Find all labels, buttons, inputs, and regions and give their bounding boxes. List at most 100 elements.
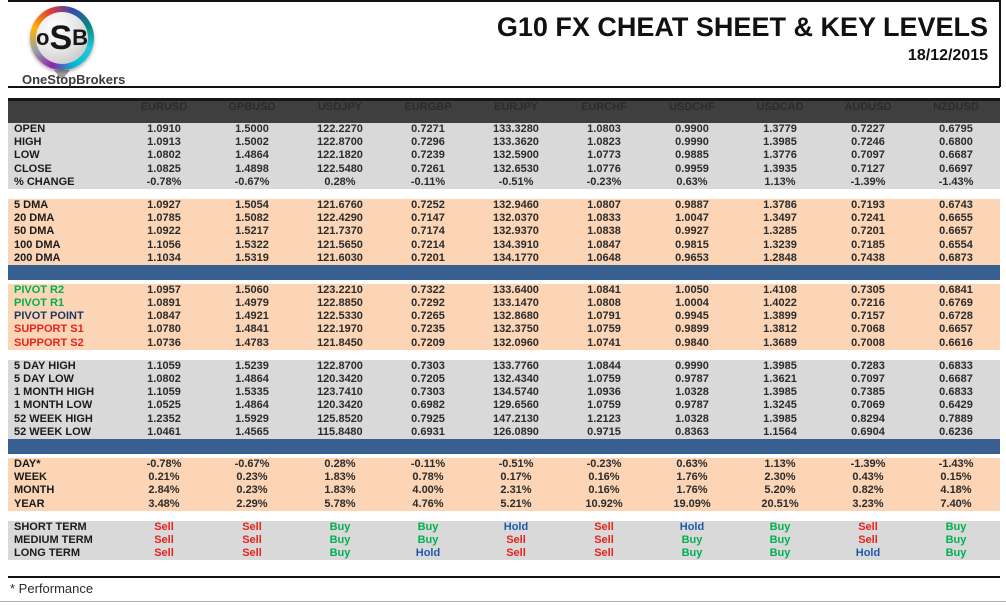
cell: 132.9370	[493, 225, 539, 238]
cell: 0.82%	[852, 484, 884, 497]
row-label: 1 MONTH LOW	[14, 399, 93, 412]
table-row-52-week-high: 52 WEEK HIGH 1.2352 1.5929 125.8520 0.7925 14…	[8, 412, 1000, 426]
cell: 122.5480	[317, 162, 363, 175]
cell: 121.6760	[317, 198, 363, 211]
cell: Buy	[329, 520, 351, 533]
cell: 1.5217	[235, 225, 269, 238]
cell: 0.7296	[411, 136, 445, 149]
cell: 1.1059	[147, 359, 181, 372]
cell: 0.9990	[675, 359, 709, 372]
table-row-1-month-low: 1 MONTH LOW 1.0525 1.4864 120.3420 0.6982 129…	[8, 399, 1000, 413]
cell: 0.6554	[939, 238, 973, 251]
cell: 133.7760	[493, 359, 539, 372]
cell: 1.0802	[147, 373, 181, 385]
cell: 1.4864	[235, 399, 269, 412]
cell: 1.3899	[763, 310, 797, 323]
cell: 1.2352	[147, 412, 181, 425]
cell: 132.9460	[493, 198, 539, 211]
row-label: 5 DAY HIGH	[14, 359, 76, 372]
cell: 1.0004	[675, 297, 709, 310]
cell: 1.0927	[147, 198, 181, 211]
table-row-low: LOW 1.0802 1.4864 122.1820 0.7239 132.5900 1.0…	[8, 149, 1000, 163]
cell: 1.0841	[587, 283, 621, 296]
cell: 2.30%	[764, 471, 796, 484]
cell: 4.76%	[412, 497, 444, 510]
table-row-year: YEAR 3.48% 2.29% 5.78% 4.76% 5.21% 10.92% 19.09…	[8, 497, 1000, 511]
cell: Buy	[417, 533, 439, 546]
cell: 0.7292	[411, 297, 445, 310]
cell: -0.11%	[410, 457, 446, 470]
cell: 1.0913	[147, 136, 181, 149]
cell: 1.4022	[763, 297, 797, 310]
cell: Buy	[945, 547, 967, 560]
cell: 1.5054	[235, 198, 269, 211]
row-label: HIGH	[14, 136, 42, 149]
cell: 0.7201	[411, 251, 445, 264]
cell: 0.7193	[851, 198, 885, 211]
cell: 1.3812	[763, 323, 797, 336]
cell: Buy	[681, 547, 703, 560]
cell: 0.63%	[676, 457, 708, 470]
cell: 147.2130	[493, 412, 539, 425]
cell: 1.3786	[763, 198, 797, 211]
cell: 0.7174	[411, 225, 445, 238]
row-label: % CHANGE	[14, 175, 75, 188]
section-divider	[8, 438, 1000, 454]
cell: 0.7925	[411, 412, 445, 425]
right-border	[999, 0, 1001, 87]
table-row-month: MONTH 2.84% 0.23% 1.83% 4.00% 2.31% 0.16% 1.76%…	[8, 484, 1000, 498]
cell: 0.6655	[939, 212, 973, 225]
table-row-pivot-point: PIVOT POINT 1.0847 1.4921 122.5330 0.7265 132…	[8, 310, 1000, 324]
cell: 0.7185	[851, 238, 885, 251]
row-label: 5 DMA	[14, 198, 49, 211]
cell: 1.5239	[235, 359, 269, 372]
cell: 0.28%	[324, 175, 356, 188]
brand-name: OneStopBrokers	[22, 72, 126, 87]
cell: 0.6697	[939, 162, 973, 175]
cell: 0.16%	[588, 484, 620, 497]
section-gap	[8, 188, 1000, 199]
logo-letter-s: S	[49, 18, 73, 57]
cell: 0.7008	[851, 336, 885, 349]
cell: 0.6743	[939, 198, 973, 211]
cell: 1.0759	[587, 399, 621, 412]
cell: 1.0825	[147, 162, 181, 175]
cell: 1.0936	[587, 386, 621, 399]
cell: 1.5322	[235, 238, 269, 251]
cell: 121.7370	[317, 225, 363, 238]
cell: 132.5900	[493, 149, 539, 162]
cell: 1.0785	[147, 212, 181, 225]
cell: 1.0922	[147, 225, 181, 238]
cell: Sell	[594, 547, 614, 560]
cell: 1.2123	[587, 412, 621, 425]
cell: 5.21%	[500, 497, 532, 510]
cell: Sell	[506, 533, 526, 546]
corner-cell	[8, 101, 120, 114]
table-row-1-month-high: 1 MONTH HIGH 1.1059 1.5335 123.7410 0.7303 13…	[8, 386, 1000, 400]
row-label: MEDIUM TERM	[14, 533, 93, 546]
cell: 123.2210	[317, 283, 363, 296]
cell: 1.4864	[235, 149, 269, 162]
cell: 0.7889	[939, 412, 973, 425]
cell: 132.3750	[493, 323, 539, 336]
cell: 10.92%	[585, 497, 623, 510]
cell: 0.16%	[588, 471, 620, 484]
cell: 20.51%	[761, 497, 799, 510]
cell: 1.5082	[235, 212, 269, 225]
cell: 1.0328	[675, 412, 709, 425]
cell: 0.78%	[412, 471, 444, 484]
column-header-gpbusd: GPBUSD	[228, 101, 276, 113]
cell: 1.3985	[763, 412, 797, 425]
cell: 0.28%	[324, 457, 356, 470]
cell: 0.6833	[939, 359, 973, 372]
cell: -1.39%	[850, 175, 886, 188]
table-row-5-day-high: 5 DAY HIGH 1.1059 1.5239 122.8700 0.7303 133.…	[8, 359, 1000, 373]
cell: 1.0833	[587, 212, 621, 225]
cell: 122.8700	[317, 359, 363, 372]
cell: 1.3497	[763, 212, 797, 225]
cell: 0.8363	[675, 425, 709, 438]
cell: 1.5929	[235, 412, 269, 425]
